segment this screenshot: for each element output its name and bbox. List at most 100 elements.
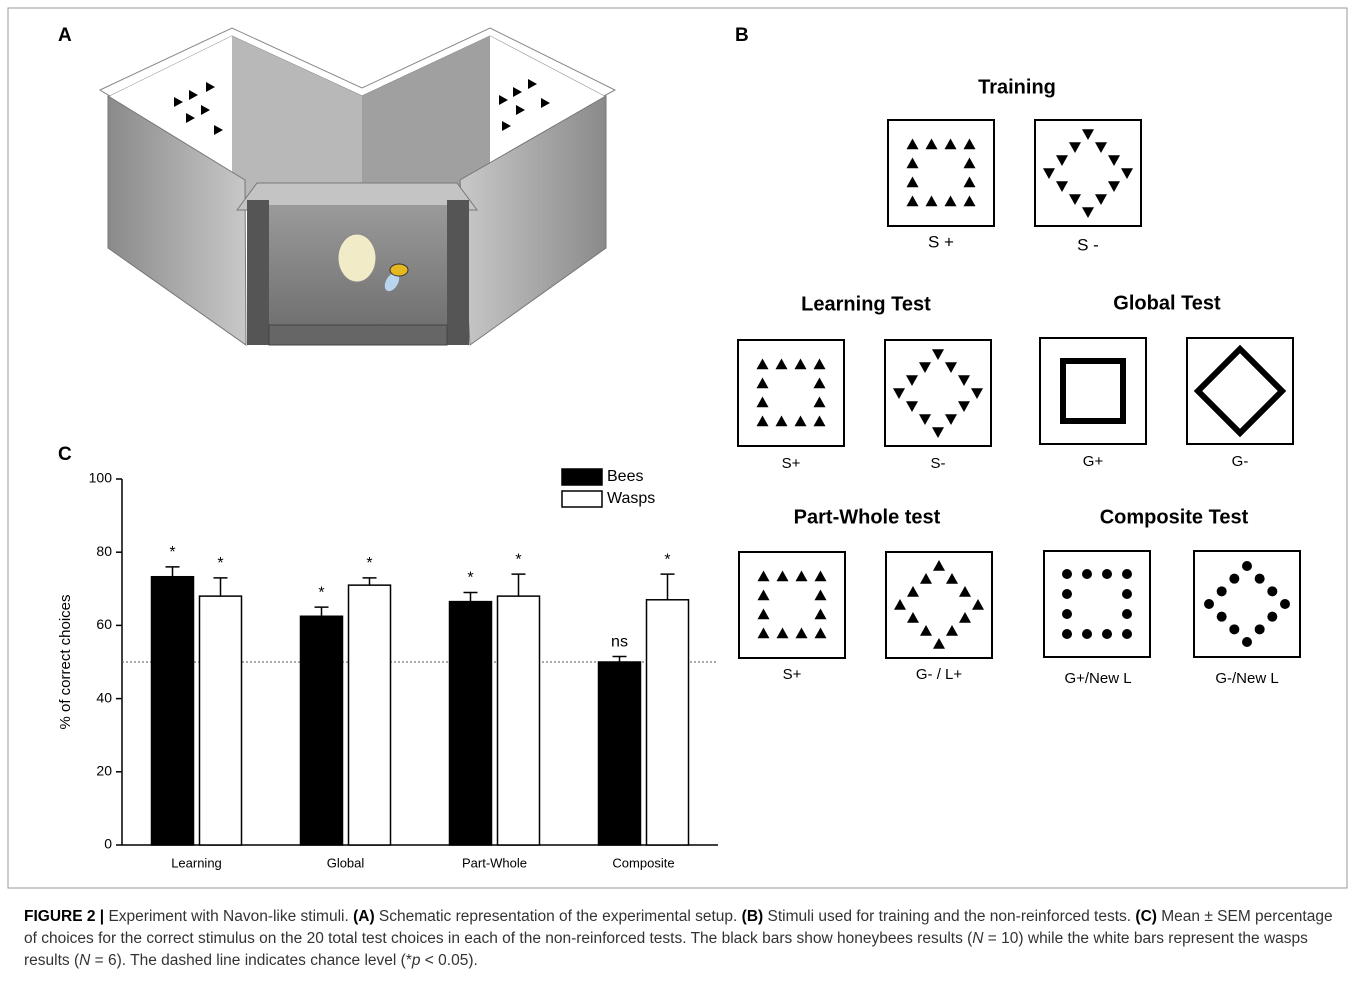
significance-label: * bbox=[366, 555, 372, 572]
apparatus-drawing bbox=[100, 28, 615, 345]
stimulus-label: G- / L+ bbox=[916, 666, 963, 683]
error-bar bbox=[613, 657, 627, 662]
stimulus-label: G-/New L bbox=[1215, 670, 1278, 687]
stimulus-label: S+ bbox=[783, 666, 802, 683]
x-tick-label: Part-Whole bbox=[462, 855, 527, 870]
significance-label: * bbox=[169, 544, 175, 561]
dot bbox=[1217, 612, 1227, 622]
caption-ref: (C) bbox=[1135, 908, 1157, 925]
dot bbox=[1229, 624, 1239, 634]
stimulus-card bbox=[738, 340, 844, 446]
dot bbox=[1122, 569, 1132, 579]
legend-label: Bees bbox=[607, 468, 643, 485]
y-tick-label: 40 bbox=[96, 689, 112, 705]
stimulus-card bbox=[888, 120, 994, 226]
stimulus-label: G- bbox=[1232, 453, 1249, 470]
significance-label: * bbox=[515, 551, 521, 568]
dot bbox=[1217, 586, 1227, 596]
dot bbox=[1062, 589, 1072, 599]
legend-label: Wasps bbox=[607, 490, 655, 507]
legend-swatch bbox=[562, 491, 602, 507]
dot bbox=[1122, 589, 1132, 599]
stimulus-label: S - bbox=[1077, 235, 1099, 254]
y-tick-label: 100 bbox=[89, 470, 113, 486]
dot bbox=[1255, 624, 1265, 634]
x-tick-label: Composite bbox=[612, 855, 674, 870]
caption-text: = 6). The dashed line indicates chance l… bbox=[90, 952, 412, 969]
error-bar bbox=[166, 567, 180, 577]
dot bbox=[1062, 569, 1072, 579]
stimulus-card bbox=[1040, 338, 1146, 444]
y-tick-label: 60 bbox=[96, 616, 112, 632]
stimulus-label: G+ bbox=[1083, 453, 1104, 470]
error-bar bbox=[363, 578, 377, 585]
dot bbox=[1082, 629, 1092, 639]
stimuli bbox=[738, 120, 1300, 658]
group-title: Training bbox=[978, 76, 1056, 98]
caption-var: p bbox=[412, 952, 421, 969]
group-title: Part-Whole test bbox=[794, 506, 941, 528]
dot bbox=[1255, 574, 1265, 584]
error-bar bbox=[661, 574, 675, 600]
stimulus-label: S + bbox=[928, 232, 954, 251]
bar bbox=[647, 600, 689, 845]
caption-text: Experiment with Navon-like stimuli. bbox=[104, 908, 353, 925]
panel-label: A bbox=[58, 25, 72, 46]
caption-figure: FIGURE 2 | bbox=[24, 908, 104, 925]
caption-var: N bbox=[972, 930, 983, 947]
stimulus-card bbox=[1044, 551, 1150, 657]
error-bar bbox=[315, 607, 329, 616]
stimulus-label: S- bbox=[931, 455, 946, 472]
bar bbox=[498, 596, 540, 845]
error-bar bbox=[512, 574, 526, 596]
dot bbox=[1062, 609, 1072, 619]
error-bar bbox=[464, 592, 478, 601]
caption: FIGURE 2 | Experiment with Navon-like st… bbox=[24, 906, 1334, 972]
dot bbox=[1280, 599, 1290, 609]
error-bar bbox=[214, 578, 228, 596]
stimulus-label: G+/New L bbox=[1064, 670, 1131, 687]
caption-text: Schematic representation of the experime… bbox=[375, 908, 742, 925]
y-tick-label: 0 bbox=[104, 836, 112, 852]
x-tick-label: Learning bbox=[171, 855, 222, 870]
dot bbox=[1102, 569, 1112, 579]
dot bbox=[1122, 629, 1132, 639]
dot bbox=[1204, 599, 1214, 609]
group-title: Composite Test bbox=[1100, 506, 1249, 528]
bar bbox=[450, 602, 492, 845]
page: A B C Training S + S - Learning Test S+ … bbox=[0, 0, 1355, 988]
dot bbox=[1102, 629, 1112, 639]
dot bbox=[1122, 609, 1132, 619]
bar-chart: % of correct choices 020406080100Learnin… bbox=[57, 468, 718, 870]
y-axis-label: % of correct choices bbox=[57, 594, 74, 729]
x-tick-label: Global bbox=[327, 855, 365, 870]
legend-swatch bbox=[562, 469, 602, 485]
caption-ref: (B) bbox=[742, 908, 764, 925]
dot bbox=[1242, 561, 1252, 571]
bar bbox=[349, 585, 391, 845]
significance-label: * bbox=[664, 551, 670, 568]
dot bbox=[1267, 586, 1277, 596]
significance-label: * bbox=[467, 570, 473, 587]
significance-label: * bbox=[217, 555, 223, 572]
bar bbox=[152, 577, 194, 845]
stimulus-card bbox=[1187, 338, 1293, 444]
significance-label: ns bbox=[611, 634, 628, 651]
panel-label: B bbox=[735, 25, 749, 46]
caption-ref: (A) bbox=[353, 908, 375, 925]
dot bbox=[1229, 574, 1239, 584]
significance-label: * bbox=[318, 584, 324, 601]
caption-text: Stimuli used for training and the non-re… bbox=[763, 908, 1135, 925]
caption-text: < 0.05). bbox=[421, 952, 478, 969]
bar bbox=[200, 596, 242, 845]
dot bbox=[1267, 612, 1277, 622]
stimulus-label: S+ bbox=[782, 455, 801, 472]
y-tick-label: 80 bbox=[96, 543, 112, 559]
dot bbox=[1062, 629, 1072, 639]
bar bbox=[301, 616, 343, 845]
group-title: Learning Test bbox=[801, 293, 931, 315]
dot bbox=[1242, 637, 1252, 647]
panel-label: C bbox=[58, 444, 72, 465]
bar bbox=[599, 662, 641, 845]
dot bbox=[1082, 569, 1092, 579]
